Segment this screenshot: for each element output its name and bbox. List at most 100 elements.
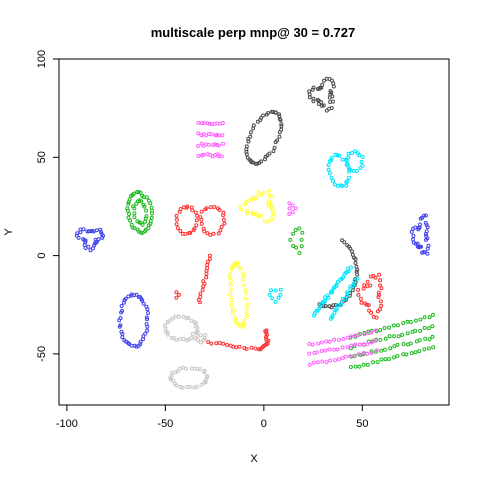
scatter-point	[206, 132, 211, 136]
scatter-point	[343, 297, 347, 301]
scatter-point	[423, 220, 428, 225]
scatter-point	[189, 205, 194, 210]
scatter-point	[345, 345, 350, 350]
scatter-point	[328, 171, 332, 176]
scatter-point	[340, 157, 345, 162]
scatter-point	[351, 168, 356, 173]
scatter-point	[239, 207, 244, 212]
scatter-point	[88, 248, 93, 253]
scatter-point	[181, 337, 186, 342]
scatter-point	[209, 341, 214, 346]
scatter-point	[178, 337, 183, 341]
scatter-point	[217, 341, 222, 345]
scatter-point	[269, 288, 273, 293]
scatter-point	[388, 346, 393, 351]
scatter-point	[205, 374, 210, 379]
scatter-point	[99, 232, 104, 236]
scatter-point	[201, 152, 206, 157]
plot-frame	[58, 58, 450, 406]
scatter-point	[165, 330, 170, 335]
scatter-point	[425, 251, 430, 256]
scatter-point	[195, 213, 200, 218]
scatter-point	[195, 338, 200, 343]
scatter-point	[315, 87, 320, 91]
scatter-point	[424, 229, 429, 234]
scatter-point	[426, 326, 431, 331]
scatter-point	[431, 312, 435, 317]
scatter-point	[181, 314, 186, 319]
scatter-point	[354, 264, 359, 269]
scatter-point	[356, 287, 361, 292]
scatter-point	[326, 167, 331, 172]
scatter-point	[387, 325, 391, 330]
scatter-point	[345, 243, 350, 248]
scatter-point	[201, 279, 206, 284]
scatter-point	[383, 357, 388, 362]
scatter-point	[271, 211, 276, 216]
scatter-point	[378, 328, 383, 332]
scatter-point	[262, 190, 267, 195]
scatter-point	[136, 190, 141, 194]
scatter-point	[364, 302, 369, 307]
scatter-point	[324, 360, 329, 365]
scatter-point	[126, 294, 131, 299]
scatter-point	[413, 241, 418, 246]
scatter-point	[348, 354, 353, 359]
scatter-point	[401, 342, 406, 346]
scatter-point	[228, 288, 233, 293]
scatter-point	[293, 206, 298, 211]
scatter-point	[129, 194, 133, 198]
scatter-point	[344, 183, 349, 188]
scatter-point	[346, 155, 351, 160]
scatter-point	[83, 238, 88, 243]
y-tick-label: 0	[36, 253, 48, 259]
scatter-point	[253, 346, 258, 351]
scatter-point	[85, 229, 90, 234]
scatter-point	[174, 295, 179, 300]
scatter-point	[374, 328, 378, 333]
scatter-point	[81, 227, 86, 232]
scatter-point	[194, 218, 199, 223]
scatter-point	[227, 275, 232, 280]
scatter-point	[205, 259, 210, 264]
scatter-point	[431, 345, 436, 350]
scatter-point	[165, 320, 170, 325]
scatter-point	[196, 144, 200, 148]
scatter-point	[205, 231, 210, 236]
scatter-point	[310, 342, 315, 347]
scatter-point	[138, 190, 143, 195]
scatter-point	[379, 357, 384, 362]
scatter-point	[267, 188, 271, 193]
scatter-point	[357, 342, 362, 347]
scatter-point	[75, 231, 80, 236]
scatter-point	[121, 300, 126, 305]
scatter-point	[148, 219, 153, 224]
scatter-point	[378, 307, 382, 312]
scatter-point	[418, 328, 423, 333]
scatter-point	[356, 352, 361, 357]
scatter-point	[174, 338, 179, 342]
scatter-point	[199, 217, 204, 222]
scatter-point	[174, 290, 179, 295]
scatter-point	[374, 348, 379, 353]
scatter-point	[365, 362, 370, 367]
scatter-point	[245, 211, 249, 216]
scatter-point	[134, 201, 139, 206]
scatter-point	[291, 231, 296, 236]
scatter-point	[349, 334, 354, 339]
scatter-point	[293, 228, 298, 232]
scatter-point	[198, 295, 203, 299]
scatter-point	[194, 384, 199, 389]
scatter-point	[350, 249, 354, 254]
scatter-point	[258, 213, 263, 218]
scatter-point	[365, 279, 370, 284]
x-tick-label: 50	[356, 418, 368, 430]
scatter-point	[270, 208, 275, 213]
scatter-point	[92, 243, 97, 248]
scatter-point	[417, 338, 422, 343]
scatter-point	[291, 244, 296, 248]
scatter-point	[427, 337, 432, 342]
scatter-point	[189, 336, 194, 341]
scatter-point	[348, 286, 353, 291]
